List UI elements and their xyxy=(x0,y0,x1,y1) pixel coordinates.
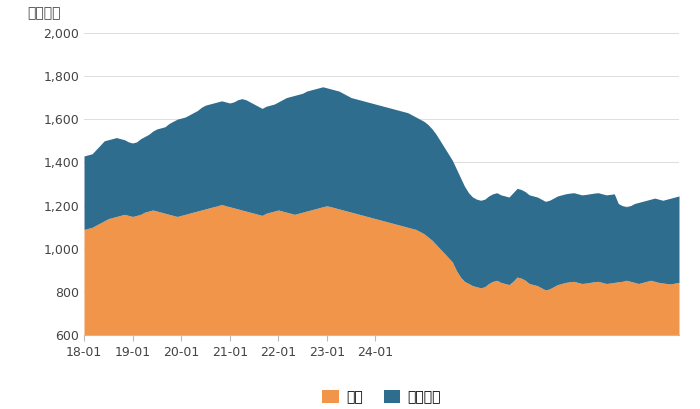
Text: 百万盎司: 百万盎司 xyxy=(27,7,61,20)
Legend: 伦敦, 各交易所: 伦敦, 各交易所 xyxy=(317,385,446,409)
